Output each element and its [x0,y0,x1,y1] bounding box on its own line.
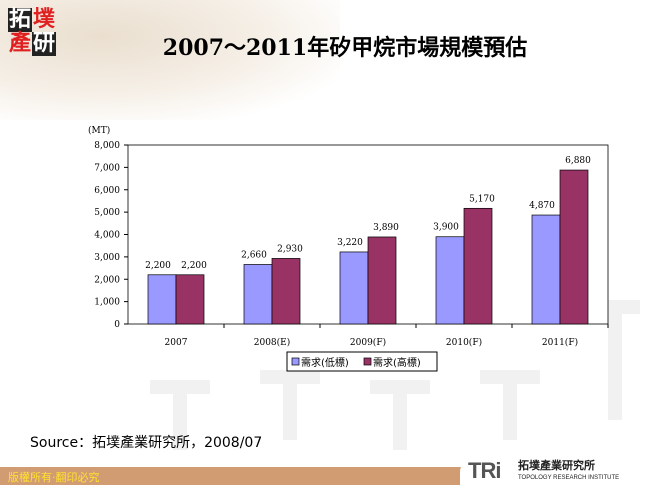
brand-cn: 拓墣產業研究所 [518,459,595,472]
legend-swatch-high [363,357,372,366]
data-label: 4,870 [529,201,555,211]
bar-high [463,207,493,325]
x-tick-label: 2010(F) [446,337,482,348]
data-label: 2,200 [145,261,171,271]
bar-low [435,236,465,325]
legend: 需求(低標) 需求(高標) [286,351,438,372]
brand-mark: TRi [468,458,501,483]
bar-low [147,274,177,325]
data-label: 6,880 [565,156,591,166]
y-tick-label: 8,000 [94,141,120,151]
bar-low [243,264,273,325]
bar-high [367,236,397,325]
background-map [0,0,340,120]
data-label: 2,200 [181,261,207,271]
x-tick-label: 2009(F) [350,337,386,348]
legend-swatch-low [291,357,300,366]
bar-high [175,274,205,325]
data-label: 3,900 [433,223,459,233]
y-tick-label: 6,000 [94,186,120,196]
tri-logo: TRi 拓墣產業研究所 TOPOLOGY RESEARCH INSTITUTE [460,458,650,485]
logo: 拓墣產研 [8,7,56,56]
copyright: 版權所有‧翻印必究 [8,471,100,484]
y-tick-label: 4,000 [94,231,120,241]
data-label: 5,170 [469,194,495,204]
y-tick-label: 7,000 [94,163,120,173]
data-label: 2,660 [241,250,267,260]
brand-en: TOPOLOGY RESEARCH INSTITUTE [518,475,620,481]
legend-label-high: 需求(高標) [373,356,421,369]
bar-high [559,169,589,325]
y-tick-label: 5,000 [94,208,120,218]
page-title: 2007～2011年矽甲烷市場規模預估 [162,35,528,61]
y-tick-label: 2,000 [94,275,120,285]
y-tick-label: 1,000 [94,298,120,308]
bar-chart: (MT) 0 1,000 2,000 3,000 4,000 5,000 6,000 7,00… [88,125,609,372]
y-tick-label: 3,000 [94,253,120,263]
x-tick-label: 2011(F) [542,337,578,348]
data-label: 3,890 [373,223,399,233]
y-axis-label: (MT) [88,125,110,136]
source-note: Source：拓墣產業研究所，2008/07 [30,435,263,451]
bar-low [339,251,369,325]
x-tick-label: 2008(E) [254,337,291,348]
bar-low [531,214,561,325]
bar-high [271,258,301,325]
y-tick-label: 0 [114,320,120,330]
data-label: 2,930 [277,244,303,254]
data-label: 3,220 [337,238,363,248]
x-tick-label: 2007 [165,338,188,348]
legend-label-low: 需求(低標) [301,356,349,369]
